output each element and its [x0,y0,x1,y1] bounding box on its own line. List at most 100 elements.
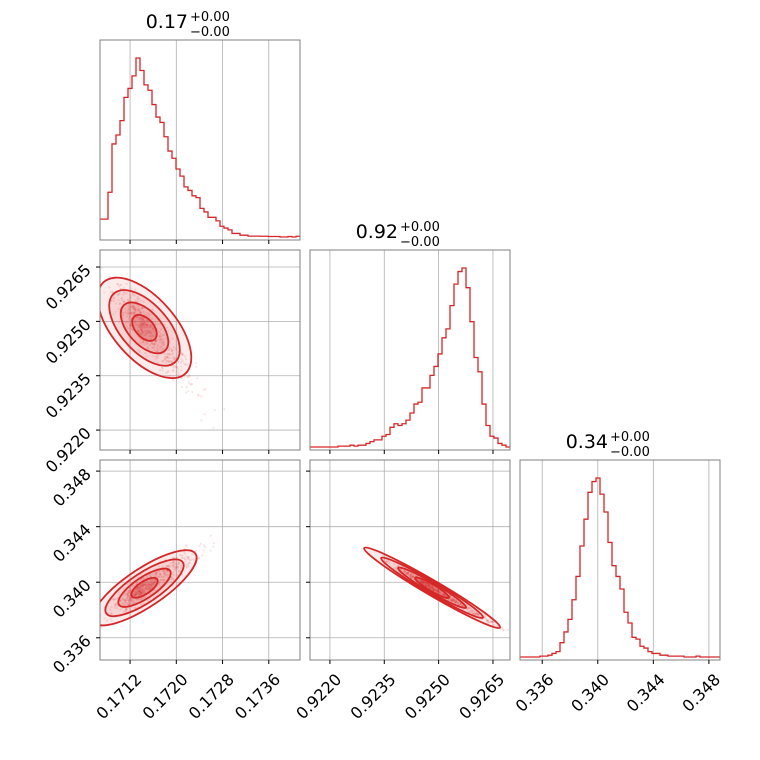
sample-point [432,587,435,590]
sample-point [136,598,139,602]
sample-point [119,599,122,603]
grid-lines [329,250,494,450]
sample-point [411,576,414,579]
sample-point [179,361,182,364]
sample-point [164,574,167,577]
sample-point [123,603,126,607]
sample-point [426,582,429,585]
sample-point [188,373,191,376]
sample-point [148,587,151,590]
sample-point [108,286,111,289]
sample-point [160,335,163,339]
sample-point [434,587,437,591]
sample-point [160,366,163,369]
sample-point [188,561,192,564]
sample-point [428,586,431,589]
sample-point [466,603,469,607]
sample-point [170,575,173,579]
sample-point [161,343,164,346]
sample-point [132,304,135,307]
sample-point [124,592,127,595]
sample-point [432,586,435,590]
sample-point [141,587,144,591]
sample-point [185,385,188,389]
sample-point [385,560,388,563]
sample-point [150,317,154,320]
sample-point [113,603,117,607]
sample-point [145,318,148,322]
sample-point [126,309,129,312]
sample-point [125,292,128,295]
sample-point [137,304,140,307]
x-tick-label: 0.1720 [139,670,192,723]
sample-point [184,552,187,555]
sample-point [127,595,130,598]
sample-point [432,589,435,592]
sample-point [133,288,136,291]
sample-point [409,575,412,579]
sample-point [128,313,131,316]
sample-point [114,605,117,608]
sample-point [154,358,157,361]
sample-point [103,291,106,294]
sample-point [405,572,408,575]
sample-point [121,311,124,314]
sample-point [180,385,183,389]
sample-point [161,367,164,370]
sample-point [132,306,135,309]
sample-point [202,549,205,552]
sample-point [121,602,124,606]
sample-point [120,284,123,287]
sample-point [402,569,405,572]
sample-point [140,590,143,593]
sample-point [474,611,477,614]
sample-point [138,592,141,595]
sample-point [154,589,157,592]
sample-point [157,575,160,578]
sample-point [453,599,456,602]
sample-point [168,564,171,567]
param-title-upper: +0.00 [190,10,230,25]
sample-point [209,534,212,537]
sample-point [422,581,425,584]
sample-point [166,352,169,356]
sample-point [137,592,140,596]
sample-point [124,610,127,614]
sample-point [118,591,121,594]
sample-point [176,565,179,568]
sample-point [443,593,446,596]
sample-point [169,359,172,363]
sample-point [437,589,440,592]
sample-point [143,590,147,593]
sample-point [419,579,422,582]
sample-point [469,610,472,614]
sample-point [144,582,147,585]
sample-point [133,309,136,312]
sample-point [450,599,453,602]
sample-point [420,581,423,584]
sample-point [156,323,159,326]
sample-point [409,575,412,578]
sample-point [124,311,127,314]
sample-point [427,585,430,588]
sample-point [124,599,127,602]
x-tick-label: 0.336 [512,670,558,716]
sample-point [140,328,143,331]
sample-point [125,321,128,324]
sample-point [172,564,176,568]
sample-point [183,375,186,378]
sample-point [441,593,445,596]
sample-point [159,579,162,582]
sample-point [146,321,149,324]
sample-point [135,598,138,601]
sample-point [129,597,132,600]
sample-point [173,356,176,359]
sample-point [412,575,415,578]
sample-point [439,592,442,596]
contour-0.5-sigma [414,576,451,600]
sample-point [165,356,168,359]
sample-point [146,574,149,578]
sample-point [143,326,146,329]
sample-point [423,583,426,586]
sample-point [440,591,443,594]
